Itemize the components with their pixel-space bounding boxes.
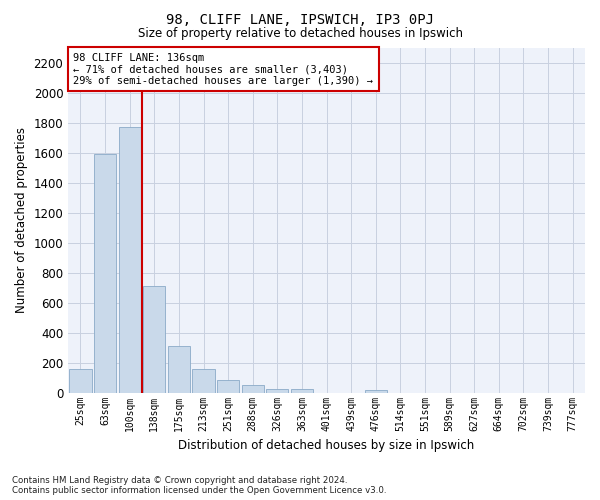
Text: 98, CLIFF LANE, IPSWICH, IP3 0PJ: 98, CLIFF LANE, IPSWICH, IP3 0PJ	[166, 12, 434, 26]
Y-axis label: Number of detached properties: Number of detached properties	[15, 128, 28, 314]
Bar	[70, 369, 92, 393]
Bar	[217, 380, 239, 393]
Bar	[94, 154, 116, 393]
Bar	[266, 388, 289, 393]
Bar	[291, 390, 313, 393]
Text: Size of property relative to detached houses in Ipswich: Size of property relative to detached ho…	[137, 28, 463, 40]
Bar	[143, 286, 166, 393]
X-axis label: Distribution of detached houses by size in Ipswich: Distribution of detached houses by size …	[178, 440, 475, 452]
Bar	[119, 127, 141, 393]
Bar	[365, 390, 387, 393]
Bar	[168, 346, 190, 393]
Text: 98 CLIFF LANE: 136sqm
← 71% of detached houses are smaller (3,403)
29% of semi-d: 98 CLIFF LANE: 136sqm ← 71% of detached …	[73, 52, 373, 86]
Bar	[193, 369, 215, 393]
Bar	[242, 385, 264, 393]
Text: Contains HM Land Registry data © Crown copyright and database right 2024.
Contai: Contains HM Land Registry data © Crown c…	[12, 476, 386, 495]
